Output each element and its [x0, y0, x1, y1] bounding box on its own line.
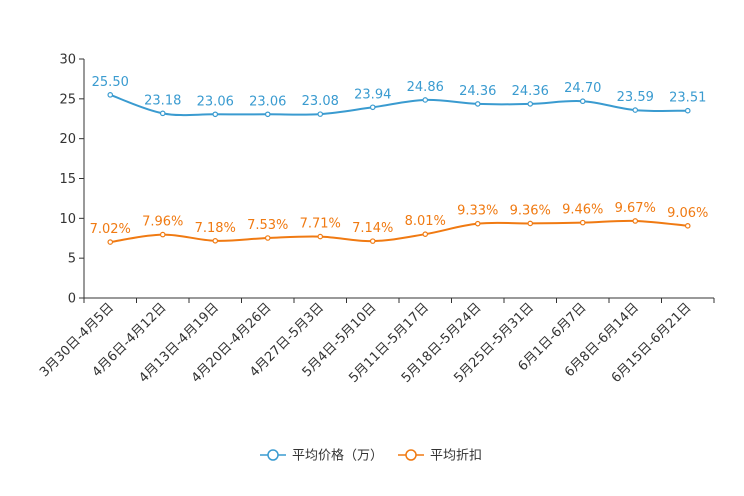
y-tick-label: 5 [68, 252, 76, 267]
data-point [107, 92, 114, 98]
data-point [684, 223, 691, 229]
legend-label: 平均价格（万） [292, 448, 383, 464]
chart-axes: 0510152025303月30日-4月5日4月6日-4月12日4月13日-4月… [37, 53, 715, 386]
legend-marker-icon [405, 449, 417, 461]
data-label: 9.33% [457, 204, 498, 219]
chart-series: 25.50 23.18 23.06 23.06 23.08 23.94 24.86 24.36… [90, 75, 708, 245]
data-label: 23.06 [249, 94, 286, 109]
legend-item-1[interactable]: 平均价格（万） [260, 448, 383, 464]
data-point [264, 235, 271, 241]
series-line [110, 219, 688, 244]
data-point [684, 107, 691, 114]
data-label: 23.51 [669, 91, 706, 106]
legend-item-2[interactable]: 平均折扣 [398, 449, 482, 464]
data-label: 7.96% [142, 215, 183, 230]
y-tick-label: 20 [59, 132, 76, 147]
data-point [527, 101, 534, 107]
chart-legend[interactable]: 平均价格（万） 平均折扣 [260, 448, 482, 464]
data-label: 9.06% [667, 206, 708, 221]
series-line [109, 93, 688, 117]
data-label: 24.36 [459, 84, 496, 99]
legend-marker-icon [267, 449, 279, 461]
data-point [474, 101, 481, 107]
y-tick-label: 0 [68, 292, 76, 307]
data-label: 24.70 [564, 81, 601, 96]
series-1: 25.50 23.18 23.06 23.06 23.08 23.94 24.86 24.36… [92, 75, 706, 118]
data-label: 9.36% [510, 203, 551, 218]
data-label: 23.59 [617, 90, 654, 105]
series-2: 7.02% 7.96% 7.18% 7.53% 7.71% 7.14% 8.01% 9.33%… [90, 201, 708, 245]
data-point [422, 231, 429, 237]
data-point [317, 233, 324, 240]
data-label: 25.50 [92, 75, 129, 90]
y-tick-label: 25 [59, 92, 76, 107]
data-point [579, 98, 586, 105]
data-label: 9.46% [562, 203, 603, 218]
data-point [579, 219, 586, 226]
y-tick-label: 15 [59, 172, 76, 187]
data-label: 23.18 [144, 93, 181, 108]
legend-label: 平均折扣 [430, 449, 482, 464]
data-label: 24.36 [512, 84, 549, 99]
data-point [159, 231, 166, 238]
data-label: 9.67% [615, 201, 656, 216]
data-label: 23.94 [354, 87, 391, 102]
data-point [369, 238, 376, 244]
data-point [632, 107, 639, 113]
y-tick-label: 10 [59, 212, 76, 227]
y-tick-label: 30 [59, 53, 76, 68]
data-label: 24.86 [407, 80, 444, 95]
data-label: 7.14% [352, 221, 393, 236]
data-point [107, 239, 114, 245]
data-point [527, 220, 534, 227]
data-label: 7.18% [195, 221, 236, 236]
data-point [474, 220, 481, 227]
data-point [369, 104, 376, 111]
data-label: 23.06 [197, 94, 234, 109]
data-point [632, 218, 639, 224]
data-point [212, 111, 219, 118]
data-point [159, 110, 166, 117]
data-label: 7.02% [90, 222, 131, 237]
data-point [317, 111, 324, 117]
data-point [212, 237, 219, 244]
data-point [422, 97, 429, 103]
data-label: 7.53% [247, 218, 288, 233]
data-point [264, 111, 271, 118]
data-label: 7.71% [300, 217, 341, 232]
data-label: 23.08 [302, 94, 339, 109]
data-label: 8.01% [405, 214, 446, 229]
